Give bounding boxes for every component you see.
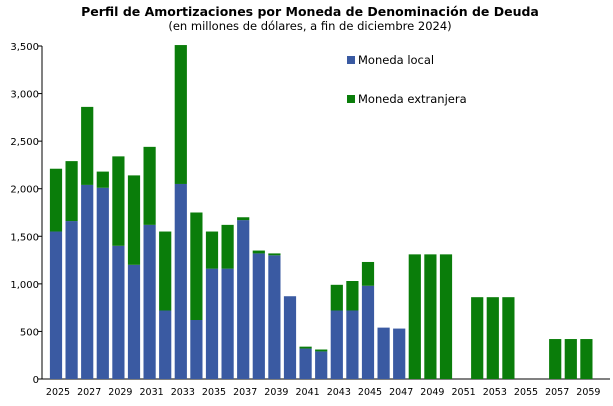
y-tick-label: 2,500 <box>10 137 39 148</box>
legend-swatch <box>347 56 355 64</box>
bar-moneda-extranjera <box>112 156 125 246</box>
bar-moneda-local <box>65 221 78 379</box>
x-tick-label: 2027 <box>77 387 101 398</box>
bar-moneda-local <box>268 255 281 379</box>
bar-moneda-local <box>252 253 265 379</box>
bar-moneda-extranjera <box>549 339 562 379</box>
bar-moneda-extranjera <box>96 171 109 188</box>
x-tick-label: 2045 <box>358 387 382 398</box>
y-tick-label: 1,000 <box>10 280 39 291</box>
bar-moneda-local <box>361 285 375 379</box>
bar-moneda-extranjera <box>190 212 203 321</box>
legend-label: Moneda local <box>358 53 434 67</box>
bar-moneda-local <box>190 320 203 379</box>
bar-moneda-local <box>346 310 359 379</box>
bar-moneda-extranjera <box>81 106 94 185</box>
bar-moneda-extranjera <box>361 261 375 286</box>
bar-moneda-local <box>377 327 390 379</box>
chart-title: Perfil de Amortizaciones por Moneda de D… <box>81 4 539 19</box>
x-tick-label: 2041 <box>296 387 320 398</box>
x-tick-label: 2057 <box>545 387 569 398</box>
chart-subtitle: (en millones de dólares, a fin de diciem… <box>168 19 451 33</box>
y-tick-label: 500 <box>20 327 39 338</box>
bar-moneda-extranjera <box>143 146 156 225</box>
x-tick-label: 2049 <box>420 387 444 398</box>
bar-moneda-local <box>205 268 219 379</box>
x-tick-label: 2037 <box>233 387 257 398</box>
bar-moneda-extranjera <box>65 161 78 222</box>
bar-moneda-extranjera <box>221 224 234 269</box>
bar-moneda-local <box>127 264 141 379</box>
bar-moneda-extranjera <box>486 297 499 379</box>
bar-moneda-extranjera <box>159 231 172 311</box>
bar-moneda-local <box>237 220 250 379</box>
y-tick-label: 0 <box>33 375 39 386</box>
x-tick-label: 2051 <box>452 387 476 398</box>
legend-label: Moneda extranjera <box>358 92 467 106</box>
bar-moneda-extranjera <box>471 297 484 379</box>
bar-moneda-local <box>315 351 328 379</box>
x-tick-label: 2059 <box>576 387 600 398</box>
x-axis: 2025 2027 2029 2031 2033 2035 2037 2039 2041 2043… <box>42 378 610 398</box>
bar-moneda-local <box>393 328 406 379</box>
bar-moneda-local <box>112 245 125 379</box>
bar-moneda-extranjera <box>564 339 577 379</box>
x-tick-label: 2039 <box>264 387 288 398</box>
bar-moneda-extranjera <box>408 254 421 379</box>
x-tick-label: 2053 <box>483 387 507 398</box>
bar-moneda-extranjera <box>330 284 343 311</box>
bar-moneda-extranjera <box>127 175 141 265</box>
x-tick-label: 2033 <box>171 387 195 398</box>
x-tick-label: 2055 <box>514 387 538 398</box>
bar-moneda-local <box>49 231 63 379</box>
bar-moneda-local <box>81 184 94 379</box>
bar-moneda-extranjera <box>49 168 63 232</box>
bar-moneda-local <box>283 296 297 379</box>
x-tick-label: 2047 <box>389 387 413 398</box>
bar-moneda-extranjera <box>237 217 250 221</box>
x-tick-label: 2043 <box>327 387 351 398</box>
bar-moneda-local <box>221 268 234 379</box>
bar-moneda-local <box>299 348 312 379</box>
y-tick-label: 3,500 <box>10 42 39 53</box>
y-tick-label: 1,500 <box>10 232 39 243</box>
x-tick-label: 2029 <box>108 387 132 398</box>
bar-moneda-local <box>330 310 343 379</box>
bar-moneda-local <box>174 183 187 379</box>
bar-moneda-extranjera <box>424 254 437 379</box>
legend-swatch <box>347 95 355 103</box>
bar-moneda-local <box>159 310 172 379</box>
bar-moneda-local <box>96 187 109 379</box>
bar-moneda-extranjera <box>502 297 515 379</box>
x-tick-label: 2031 <box>140 387 164 398</box>
legend: Moneda local Moneda extranjera <box>347 53 467 106</box>
bar-moneda-extranjera <box>346 281 359 311</box>
bar-moneda-extranjera <box>580 339 593 379</box>
bar-moneda-extranjera <box>205 231 219 269</box>
bar-layer <box>49 45 593 379</box>
x-tick-label: 2025 <box>46 387 70 398</box>
bar-moneda-extranjera <box>299 346 312 349</box>
bar-moneda-extranjera <box>439 254 453 379</box>
bar-moneda-extranjera <box>174 45 187 184</box>
bar-moneda-extranjera <box>315 349 328 352</box>
y-tick-label: 3,000 <box>10 90 39 101</box>
x-tick-label: 2035 <box>202 387 226 398</box>
y-tick-label: 2,000 <box>10 185 39 196</box>
bar-moneda-extranjera <box>252 250 265 254</box>
bar-moneda-extranjera <box>268 253 281 256</box>
y-axis: 0 500 1,000 1,500 2,000 2,500 3,000 3,500 <box>10 42 43 386</box>
bar-moneda-local <box>143 224 156 379</box>
